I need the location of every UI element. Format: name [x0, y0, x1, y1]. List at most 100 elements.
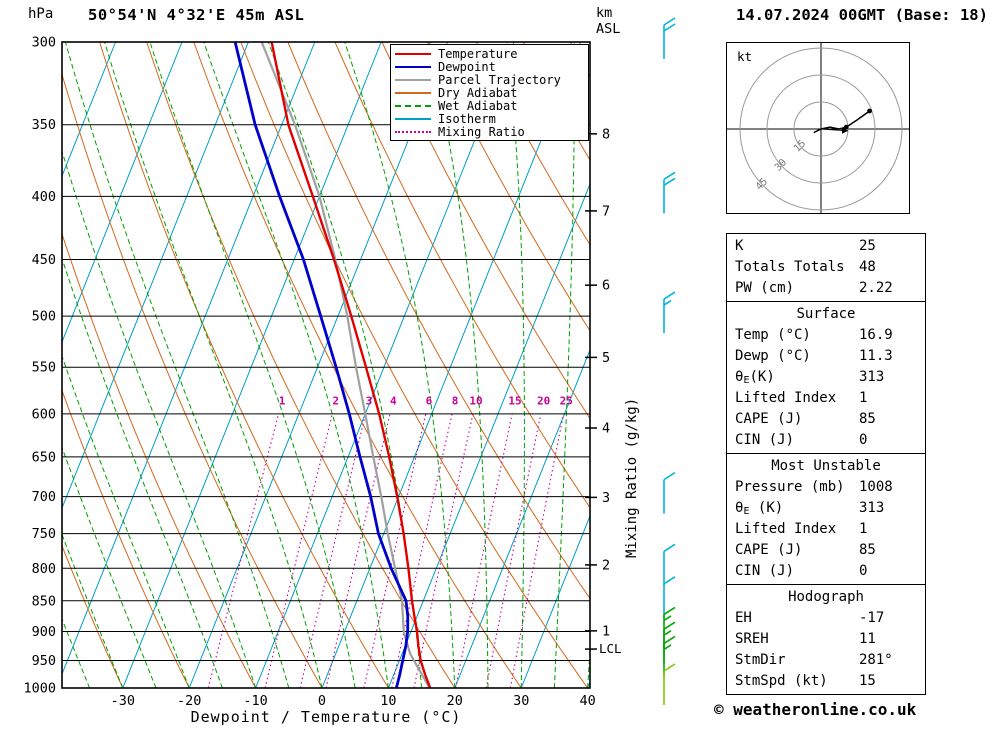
table-row: θE(K) 313 — [727, 367, 925, 388]
altitude-axis-unit: km ASL — [596, 5, 620, 37]
table-row: CIN (J) 0 — [727, 561, 925, 582]
table-row-value: 85 — [859, 411, 876, 427]
hodograph-trace-dot — [843, 124, 849, 130]
svg-text:-30: -30 — [111, 693, 135, 709]
table-row-label: Temp (°C) — [735, 327, 811, 343]
svg-text:350: 350 — [32, 117, 56, 133]
svg-text:20: 20 — [447, 693, 463, 709]
table-row-label: SREH — [735, 631, 769, 647]
table-row-label: CIN (J) — [735, 432, 795, 448]
hodograph-trace-dot — [867, 108, 872, 114]
legend-label: Dewpoint — [438, 59, 496, 74]
altitude-axis-unit-asl: ASL — [596, 21, 621, 37]
table-row-value: 281° — [859, 652, 893, 668]
svg-text:-10: -10 — [243, 693, 267, 709]
legend-label: Temperature — [438, 46, 518, 61]
svg-text:550: 550 — [32, 360, 56, 376]
svg-text:3: 3 — [602, 490, 610, 506]
table-row: Lifted Index 1 — [727, 519, 925, 540]
legend-item: Dewpoint — [395, 59, 588, 74]
svg-text:4: 4 — [602, 421, 610, 437]
table-row-label: K — [735, 238, 744, 254]
legend-line-sample — [395, 130, 431, 133]
table-row: K 25 — [727, 236, 925, 257]
legend-item: Isotherm — [395, 111, 588, 126]
svg-text:6: 6 — [426, 394, 433, 407]
hodograph-unit-label: kt — [737, 49, 752, 64]
legend-item: Parcel Trajectory — [395, 73, 588, 87]
svg-text:800: 800 — [32, 561, 56, 577]
chart-legend: Temperature Dewpoint Parcel Trajectory Dry … — [390, 44, 589, 141]
table-row-label: θE (K) — [735, 500, 784, 517]
legend-line-sample — [395, 78, 431, 81]
mixing-ratio-axis-label: Mixing Ratio (g/kg) — [624, 397, 640, 558]
svg-text:10: 10 — [380, 693, 396, 709]
table-row-label: θE(K) — [735, 369, 775, 386]
svg-text:5: 5 — [602, 350, 610, 366]
svg-text:6: 6 — [602, 278, 610, 294]
svg-text:4: 4 — [390, 394, 397, 407]
table-section-header: Most Unstable — [771, 458, 881, 474]
svg-text:15: 15 — [508, 394, 521, 407]
table-row-value: 313 — [859, 369, 885, 385]
run-datetime: 14.07.2024 00GMT (Base: 18) — [736, 6, 988, 24]
table-row: EH -17 — [727, 608, 925, 629]
svg-text:8: 8 — [602, 126, 610, 142]
legend-item: Mixing Ratio — [395, 124, 588, 139]
table-section: K 25 Totals Totals 48 PW (cm) 2.22 — [726, 233, 926, 302]
svg-text:1: 1 — [602, 623, 610, 639]
table-row-value: -17 — [859, 610, 885, 626]
table-section-header: Hodograph — [788, 589, 864, 605]
table-row-value: 11.3 — [859, 348, 893, 364]
table-row-value: 85 — [859, 542, 876, 558]
table-row-value: 11 — [859, 631, 876, 647]
legend-label: Isotherm — [438, 111, 496, 126]
svg-text:-20: -20 — [177, 693, 201, 709]
svg-text:2: 2 — [602, 557, 610, 573]
svg-text:40: 40 — [579, 693, 595, 709]
hodograph-trace — [813, 110, 871, 134]
table-row-value: 313 — [859, 500, 885, 516]
table-row-value: 25 — [859, 238, 876, 254]
wind-barbs — [663, 17, 676, 705]
legend-line-sample — [395, 65, 431, 68]
table-row: CAPE (J) 85 — [727, 409, 925, 430]
pressure-axis-unit: hPa — [28, 6, 54, 22]
table-row: Dewp (°C) 11.3 — [727, 346, 925, 367]
legend-label: Dry Adiabat — [438, 85, 518, 100]
table-row-label: Dewp (°C) — [735, 348, 811, 364]
table-row-value: 16.9 — [859, 327, 893, 343]
svg-text:450: 450 — [32, 252, 56, 268]
table-row: Temp (°C) 16.9 — [727, 325, 925, 346]
altitude-axis-unit-km: km — [596, 5, 613, 21]
table-section: Most Unstable Pressure (mb) 1008 θE (K) 313 L… — [726, 453, 926, 585]
temperature-curve — [270, 42, 432, 688]
svg-text:400: 400 — [32, 189, 56, 205]
table-row-label: Lifted Index — [735, 521, 837, 537]
lcl-label: LCL — [599, 641, 622, 656]
table-row-label: StmDir — [735, 652, 786, 668]
table-row: Pressure (mb) 1008 — [727, 477, 925, 498]
table-row-label: CAPE (J) — [735, 542, 803, 558]
table-row: Totals Totals 48 — [727, 257, 925, 278]
table-section: Hodograph EH -17 SREH 11 StmDir 281° StmSpd (kt… — [726, 584, 926, 695]
station-title: 50°54'N 4°32'E 45m ASL — [88, 6, 305, 24]
svg-text:1: 1 — [279, 394, 286, 407]
table-row: StmDir 281° — [727, 650, 925, 671]
isotherms — [62, 42, 590, 688]
table-row-label: Pressure (mb) — [735, 479, 845, 495]
dewpoint-curve — [233, 42, 410, 688]
table-section-header: Surface — [796, 306, 856, 322]
svg-text:850: 850 — [32, 593, 56, 609]
legend-line-sample — [395, 91, 431, 94]
copyright: © weatheronline.co.uk — [714, 700, 917, 719]
pressure-tick-labels: 300 350 400 450 500 550 600 650 700 750 800 850 900 9… — [23, 35, 56, 697]
svg-text:8: 8 — [452, 394, 459, 407]
legend-label: Mixing Ratio — [438, 124, 525, 139]
table-row: StmSpd (kt) 15 — [727, 671, 925, 692]
svg-text:2: 2 — [332, 394, 339, 407]
table-row-value: 1 — [859, 390, 868, 406]
x-axis-label: Dewpoint / Temperature (°C) — [190, 708, 462, 726]
svg-text:1000: 1000 — [23, 681, 56, 697]
